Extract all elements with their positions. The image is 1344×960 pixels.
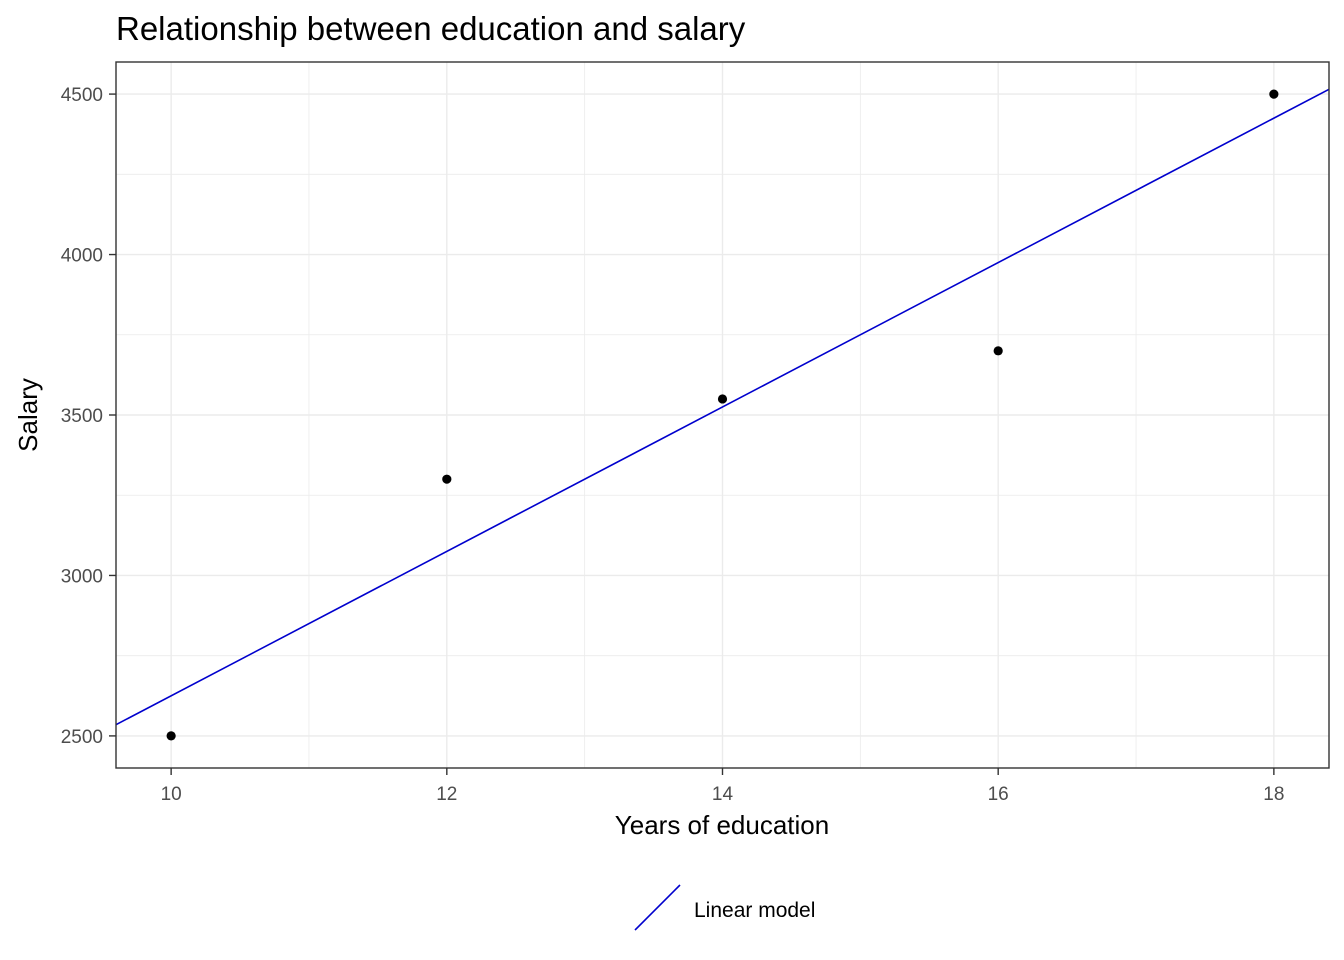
y-tick-label: 3500: [61, 406, 103, 427]
data-point: [993, 346, 1003, 356]
y-tick-label: 3000: [61, 566, 103, 587]
x-tick-label: 12: [436, 784, 457, 805]
y-axis-title: Salary: [13, 378, 43, 452]
x-axis-title: Years of education: [615, 810, 829, 840]
y-tick-label: 4500: [61, 85, 103, 106]
y-tick-label: 2500: [61, 727, 103, 748]
chart-title: Relationship between education and salar…: [116, 10, 746, 47]
legend-key-line: [634, 884, 681, 931]
y-axis-ticks: 2500 3000 3500 4000 4500: [61, 85, 116, 748]
x-axis-ticks: 10 12 14 16 18: [161, 768, 1284, 805]
data-point: [1269, 89, 1279, 99]
x-tick-label: 14: [712, 784, 734, 805]
data-point: [442, 474, 452, 484]
legend-label: Linear model: [694, 899, 815, 922]
legend: Linear model: [634, 884, 815, 931]
regression-line: [115, 88, 1330, 726]
x-tick-label: 18: [1263, 784, 1284, 805]
data-point: [166, 731, 176, 741]
grid-major: [116, 62, 1329, 768]
data-point: [717, 394, 728, 404]
x-tick-label: 10: [161, 784, 182, 805]
data-points: [166, 89, 1279, 741]
x-tick-label: 16: [988, 784, 1009, 805]
y-tick-label: 4000: [61, 246, 103, 267]
